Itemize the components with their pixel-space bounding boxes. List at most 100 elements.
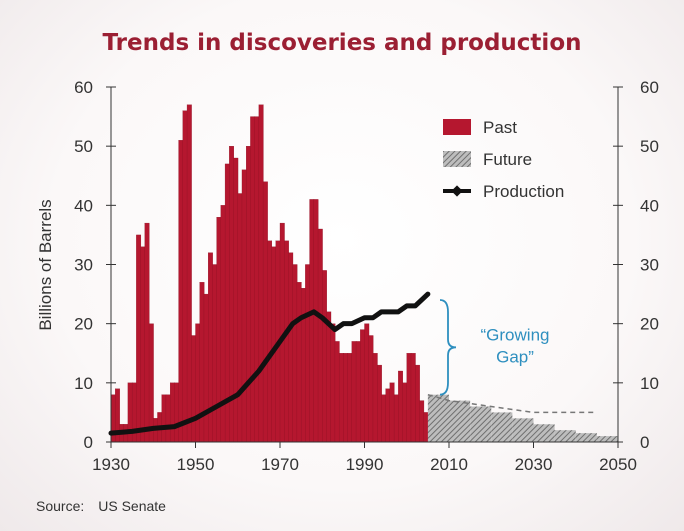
past-bar bbox=[360, 329, 365, 443]
past-bar bbox=[406, 353, 412, 443]
past-bars bbox=[110, 104, 429, 443]
y-tick-label: 60 bbox=[74, 78, 93, 97]
past-bar bbox=[191, 335, 196, 443]
x-tick-label: 2050 bbox=[599, 455, 637, 474]
past-bar bbox=[393, 394, 399, 443]
past-bar bbox=[165, 394, 171, 443]
past-bar bbox=[148, 323, 154, 443]
past-bar bbox=[398, 370, 403, 443]
gap-label-line2: Gap” bbox=[496, 347, 534, 366]
future-bar bbox=[449, 400, 471, 442]
source-label: Source: bbox=[36, 498, 85, 514]
y2-tick-label: 40 bbox=[640, 196, 659, 215]
past-bar bbox=[212, 264, 218, 443]
past-bar bbox=[241, 169, 247, 443]
past-bar bbox=[330, 323, 336, 443]
future-bar bbox=[491, 412, 513, 442]
past-bar bbox=[322, 270, 327, 443]
past-bar bbox=[300, 288, 306, 443]
legend-marker-production bbox=[451, 185, 463, 197]
past-bar bbox=[246, 146, 251, 443]
y2-tick-label: 0 bbox=[640, 433, 649, 452]
past-bar bbox=[385, 388, 391, 443]
past-bar bbox=[338, 353, 344, 443]
past-bar bbox=[381, 394, 387, 443]
y2-tick-label: 30 bbox=[640, 256, 659, 275]
x-tick-label: 1950 bbox=[177, 455, 215, 474]
past-bar bbox=[140, 246, 146, 443]
past-bar bbox=[415, 364, 420, 443]
past-bar bbox=[334, 341, 340, 443]
past-bar bbox=[343, 353, 349, 443]
x-tick-label: 2030 bbox=[515, 455, 553, 474]
y2-tick-label: 10 bbox=[640, 374, 659, 393]
past-bar bbox=[284, 240, 289, 443]
past-bar bbox=[237, 193, 243, 443]
legend-label: Future bbox=[483, 150, 532, 169]
past-bar bbox=[161, 394, 167, 443]
legend-swatch-future bbox=[443, 151, 471, 167]
legend: Past Future Production bbox=[443, 118, 564, 201]
past-bar bbox=[368, 335, 374, 443]
x-tick-label: 1930 bbox=[92, 455, 130, 474]
past-bar bbox=[317, 228, 323, 443]
past-bar bbox=[355, 341, 361, 443]
dashed-trend-line bbox=[427, 393, 597, 414]
past-bar bbox=[178, 140, 184, 443]
future-bar bbox=[512, 418, 534, 442]
past-bar bbox=[203, 293, 209, 443]
y2-tick-label: 60 bbox=[640, 78, 659, 97]
gap-brace bbox=[439, 299, 457, 396]
y-tick-label: 50 bbox=[74, 137, 93, 156]
past-bar bbox=[364, 323, 370, 443]
past-bar bbox=[174, 382, 180, 443]
y-tick-label: 40 bbox=[74, 196, 93, 215]
y-tick-label: 10 bbox=[74, 374, 93, 393]
past-bar bbox=[186, 104, 192, 443]
y2-tick-label: 20 bbox=[640, 315, 659, 334]
past-bar bbox=[258, 104, 264, 443]
past-bar bbox=[309, 199, 315, 443]
future-bar bbox=[554, 430, 576, 442]
past-bar bbox=[267, 240, 273, 443]
past-bar bbox=[195, 323, 201, 443]
past-bar bbox=[305, 264, 311, 443]
past-bar bbox=[254, 116, 260, 443]
legend-label: Past bbox=[483, 118, 517, 137]
future-bars bbox=[427, 394, 618, 442]
past-bar bbox=[262, 181, 268, 443]
future-bar bbox=[427, 394, 449, 442]
chart-title: Trends in discoveries and production bbox=[102, 30, 582, 56]
past-bar bbox=[410, 353, 416, 443]
production-line bbox=[108, 291, 431, 436]
source-value: US Senate bbox=[98, 498, 166, 514]
past-bar bbox=[296, 282, 302, 443]
past-bar bbox=[182, 110, 188, 443]
past-bar bbox=[389, 382, 395, 443]
y2-tick-label: 50 bbox=[640, 137, 659, 156]
past-bar bbox=[423, 412, 429, 443]
past-bar bbox=[292, 264, 298, 443]
y-axis-label: Billions of Barrels bbox=[36, 199, 55, 330]
future-bar bbox=[575, 433, 597, 442]
lines bbox=[108, 291, 597, 436]
past-bar bbox=[326, 311, 332, 443]
past-bar bbox=[136, 234, 142, 443]
past-bar bbox=[402, 382, 408, 443]
gap-label-line1: “Growing bbox=[481, 325, 550, 344]
y-tick-label: 20 bbox=[74, 315, 93, 334]
x-tick-label: 1970 bbox=[261, 455, 299, 474]
past-bar bbox=[144, 222, 150, 443]
x-tick-label: 1990 bbox=[346, 455, 384, 474]
legend-swatch-past bbox=[443, 119, 471, 135]
past-bar bbox=[377, 364, 382, 443]
past-bar bbox=[372, 353, 378, 443]
future-bar bbox=[596, 436, 618, 442]
past-bar bbox=[288, 252, 294, 443]
past-bar bbox=[351, 341, 357, 443]
future-bar bbox=[533, 424, 555, 442]
y-tick-label: 0 bbox=[84, 433, 93, 452]
y-tick-label: 30 bbox=[74, 256, 93, 275]
legend-label: Production bbox=[483, 182, 564, 201]
